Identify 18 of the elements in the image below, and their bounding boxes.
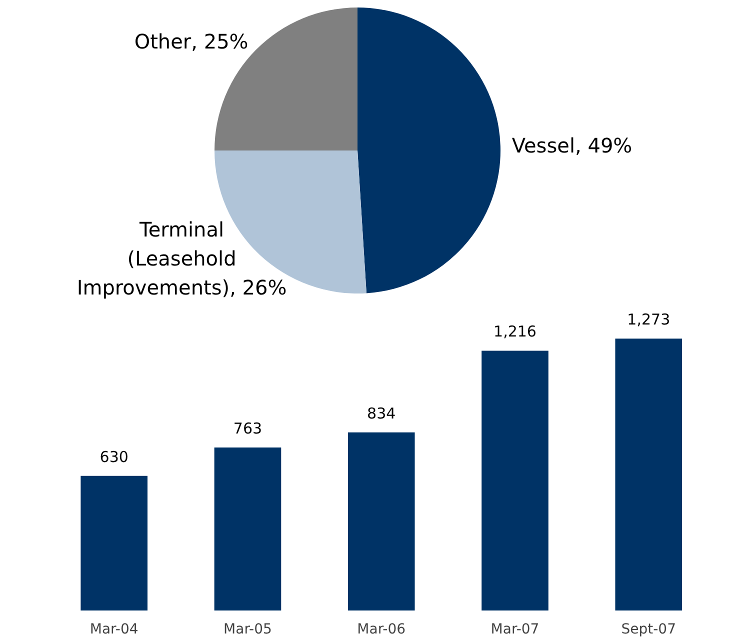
x-tick-label: Mar-04	[90, 622, 138, 638]
bar	[615, 338, 682, 610]
slice-label: Terminal (Leasehold Improvements), 26%	[76, 218, 287, 300]
data-label: 1,273	[627, 310, 670, 329]
slice-label: Vessel, 49%	[512, 134, 632, 158]
bar	[214, 448, 282, 610]
slice-label: Other, 25%	[134, 29, 248, 54]
bar	[348, 432, 415, 610]
data-label: 834	[367, 404, 396, 422]
data-label: 1,216	[494, 322, 536, 341]
data-label: 763	[233, 420, 262, 438]
data-label: 630	[100, 448, 128, 466]
x-tick-label: Mar-06	[357, 622, 406, 638]
x-tick-label: Sept-07	[621, 622, 676, 638]
x-tick-label: Mar-07	[490, 622, 540, 638]
x-tick-label: Mar-05	[224, 622, 272, 638]
bar	[80, 476, 148, 610]
bar	[482, 350, 548, 610]
